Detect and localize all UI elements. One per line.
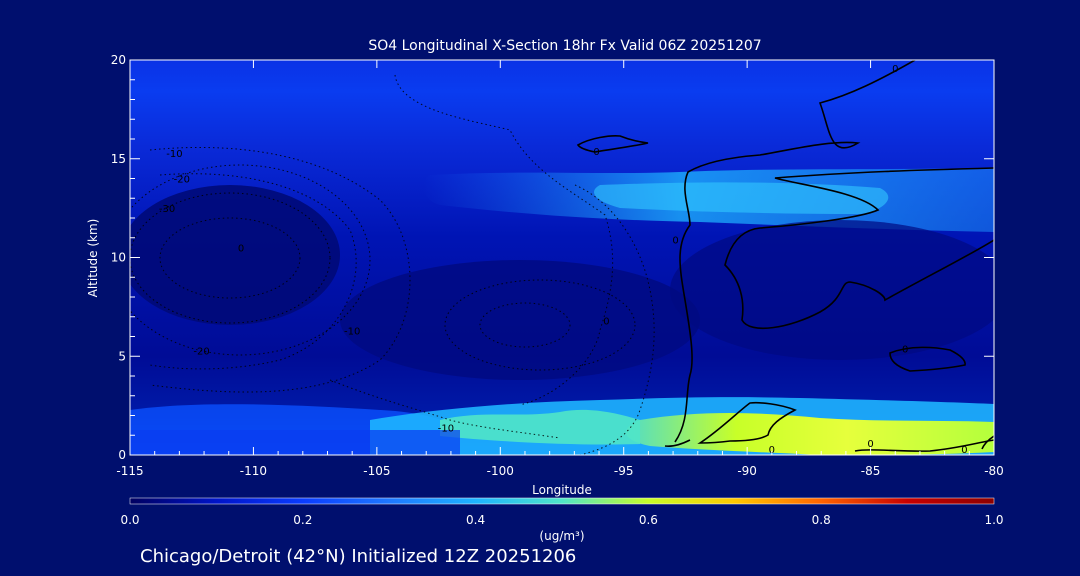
y-tick-label: 20 [111, 53, 126, 67]
colorbar-ticks: 0.0 0.2 0.4 0.6 0.8 1.0 [120, 513, 1003, 527]
colorbar-tick-label: 0.4 [466, 513, 485, 527]
contour-label: 0 [902, 344, 908, 355]
y-axis-label: Altitude (km) [86, 219, 100, 298]
y-tick-label: 10 [111, 251, 126, 265]
contour-label: -10 [438, 423, 454, 434]
contour-label: 0 [961, 445, 967, 456]
contour-label: -20 [174, 175, 190, 186]
colorbar-strip [129, 497, 995, 505]
y-tick-label: 0 [118, 448, 126, 462]
contour-label: 0 [769, 445, 775, 456]
footer-caption: Chicago/Detroit (42°N) Initialized 12Z 2… [140, 546, 576, 567]
colorbar-tick-label: 0.6 [639, 513, 658, 527]
x-tick-label: -115 [116, 464, 143, 478]
x-tick-label: -80 [984, 464, 1004, 478]
contour-label: 0 [238, 244, 244, 255]
x-tick-label: -90 [737, 464, 757, 478]
chart-title: SO4 Longitudinal X-Section 18hr Fx Valid… [368, 38, 761, 54]
dark-cell-mid [340, 260, 700, 380]
contour-labels: -10 -20 -30 0 -20 -10 0 -10 0 0 0 0 0 0 0 [159, 64, 968, 456]
terrain-shadow [130, 430, 460, 455]
contour-label: -10 [166, 149, 182, 160]
contour-label: 0 [593, 147, 599, 158]
colorbar: 0.0 0.2 0.4 0.6 0.8 1.0 (ug/m³) [120, 497, 1004, 543]
y-axis: 0 5 10 15 20 [111, 53, 994, 462]
colorbar-tick-label: 0.2 [293, 513, 312, 527]
colorbar-tick-label: 1.0 [984, 513, 1003, 527]
x-tick-label: -110 [240, 464, 267, 478]
x-tick-label: -85 [861, 464, 881, 478]
contour-label: -20 [193, 346, 209, 357]
x-tick-label: -95 [614, 464, 634, 478]
contour-label: 0 [603, 317, 609, 328]
plot-area: -10 -20 -30 0 -20 -10 0 -10 0 0 0 0 0 0 0 [130, 60, 994, 456]
boundary-layer-core [626, 413, 994, 455]
contour-label: -30 [159, 204, 175, 215]
x-tick-label: -105 [363, 464, 390, 478]
x-axis-label: Longitude [532, 483, 592, 497]
contour-label: 0 [672, 236, 678, 247]
y-tick-label: 15 [111, 152, 126, 166]
negative-contours [130, 74, 655, 455]
y-tick-label: 5 [118, 349, 126, 363]
x-axis: -115 -110 -105 -100 -95 -90 -85 -80 [116, 60, 1004, 478]
upper-plume-core [594, 182, 889, 214]
boundary-layer-mid [440, 409, 640, 445]
contour-label: 0 [867, 439, 873, 450]
colorbar-unit-label: (ug/m³) [539, 529, 584, 543]
contour-label: -10 [344, 327, 360, 338]
zero-contours [576, 60, 994, 452]
colorbar-tick-label: 0.8 [812, 513, 831, 527]
dark-cell-west [130, 185, 340, 325]
x-tick-label: -100 [487, 464, 514, 478]
colorbar-tick-label: 0.0 [120, 513, 139, 527]
contour-label: 0 [892, 64, 898, 75]
dark-cell-east [670, 220, 994, 360]
